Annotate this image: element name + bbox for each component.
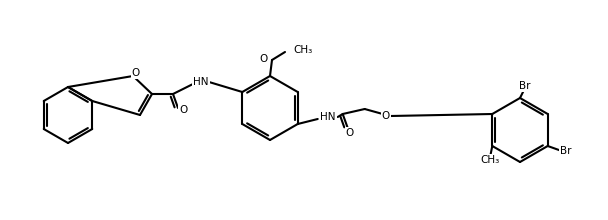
Text: Br: Br — [519, 81, 531, 91]
Text: O: O — [382, 111, 390, 121]
Text: CH₃: CH₃ — [293, 45, 313, 55]
Text: O: O — [179, 105, 187, 115]
Text: O: O — [132, 68, 140, 78]
Text: O: O — [345, 128, 354, 138]
Text: Br: Br — [560, 146, 572, 156]
Text: HN: HN — [193, 77, 209, 87]
Text: CH₃: CH₃ — [481, 155, 500, 165]
Text: O: O — [260, 54, 268, 64]
Text: HN: HN — [320, 112, 336, 122]
